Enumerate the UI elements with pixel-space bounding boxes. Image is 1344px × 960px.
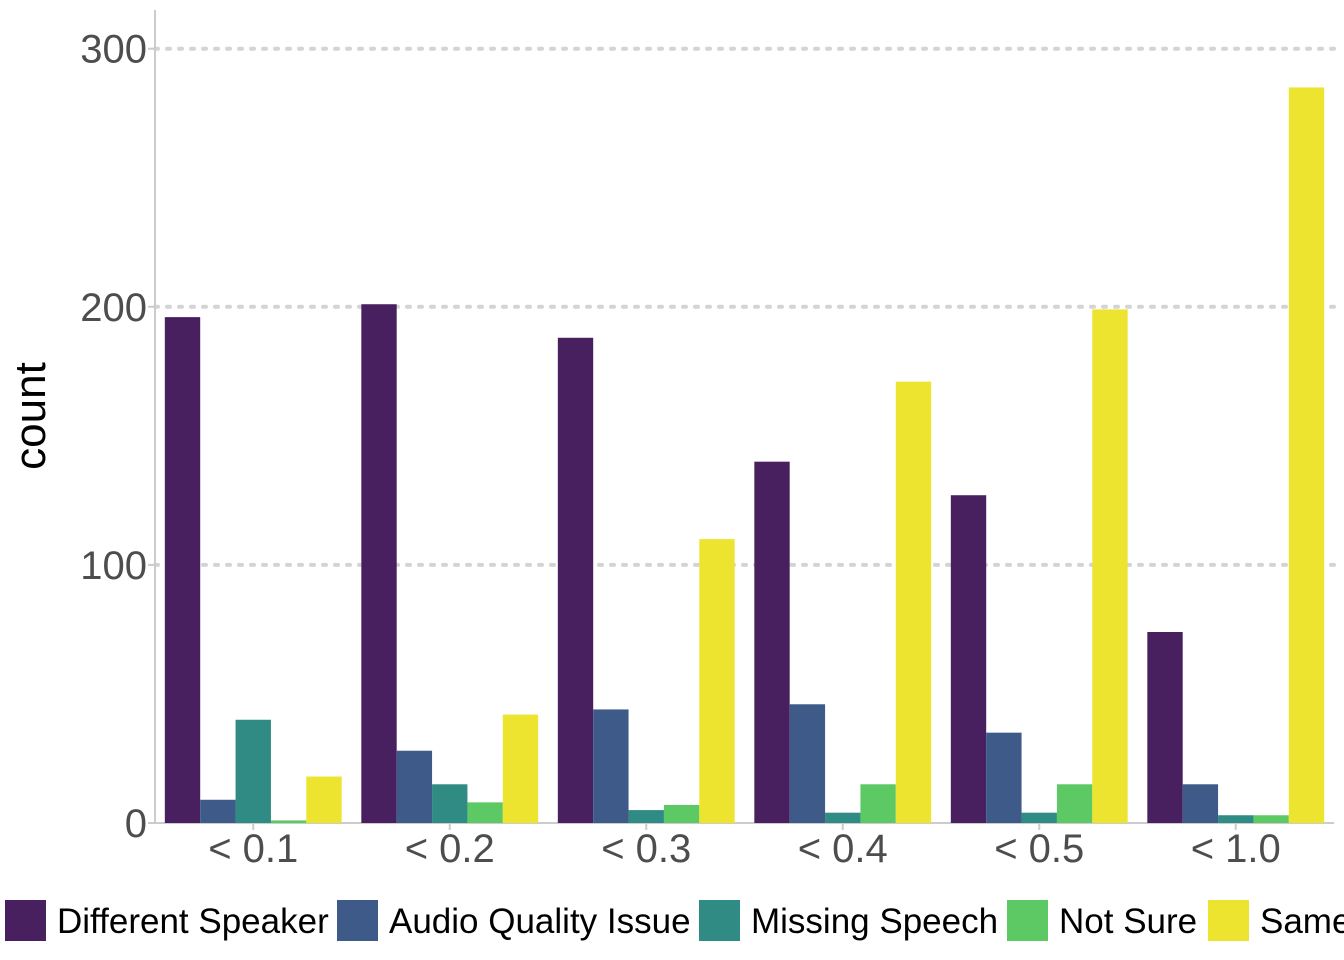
x-tick-label: < 0.4	[798, 827, 888, 871]
legend-swatch	[337, 900, 378, 941]
bar	[789, 704, 826, 823]
bar	[663, 804, 700, 823]
x-tick-label: < 0.1	[208, 827, 298, 871]
y-tick-label: 300	[80, 28, 147, 72]
x-tick-label: < 1.0	[1191, 827, 1281, 871]
bar	[235, 719, 271, 823]
bars	[164, 87, 1325, 823]
bar	[502, 714, 539, 823]
bar	[432, 784, 468, 823]
y-axis-label: count	[6, 362, 55, 470]
bar	[1021, 812, 1057, 823]
legend-label: Different Speaker	[57, 902, 329, 941]
y-tick-label: 0	[125, 802, 147, 846]
bar	[200, 799, 236, 823]
bar	[164, 317, 201, 823]
legend-label: Same	[1260, 902, 1344, 941]
bar	[1147, 632, 1183, 823]
legend-label: Not Sure	[1059, 902, 1197, 941]
bar	[860, 784, 896, 823]
bar	[1092, 309, 1128, 823]
bar	[306, 776, 342, 823]
bar	[270, 820, 307, 823]
bar	[754, 461, 790, 823]
bar	[986, 732, 1022, 823]
gridlines	[153, 46, 1336, 567]
x-axis-ticks: < 0.1 < 0.2 < 0.3 < 0.4 < 0.5 < 1.0	[208, 823, 1281, 871]
bar	[825, 812, 861, 823]
legend-swatch	[5, 900, 46, 941]
y-axis-ticks: 0 100 200 300	[80, 28, 155, 846]
bar	[1288, 87, 1325, 823]
x-tick-label: < 0.5	[994, 827, 1084, 871]
legend-swatch	[699, 900, 740, 941]
x-tick-label: < 0.3	[601, 827, 691, 871]
bar	[1182, 784, 1219, 823]
legend: Different Speaker Audio Quality Issue Miss…	[5, 900, 1344, 941]
bar	[628, 810, 664, 823]
bar	[593, 709, 629, 823]
bar	[950, 495, 987, 823]
bar	[467, 802, 503, 823]
bar	[895, 381, 932, 823]
bar	[1218, 815, 1254, 823]
y-tick-label: 200	[80, 286, 147, 330]
legend-swatch	[1208, 900, 1249, 941]
legend-label: Missing Speech	[751, 902, 998, 941]
bar	[1253, 815, 1289, 823]
legend-label: Audio Quality Issue	[389, 902, 691, 941]
x-tick-label: < 0.2	[405, 827, 495, 871]
bar	[699, 539, 735, 823]
legend-swatch	[1007, 900, 1048, 941]
bar	[396, 750, 433, 823]
y-tick-label: 100	[80, 544, 147, 588]
bar	[557, 337, 594, 823]
bar	[361, 304, 397, 823]
bar	[1056, 784, 1093, 823]
